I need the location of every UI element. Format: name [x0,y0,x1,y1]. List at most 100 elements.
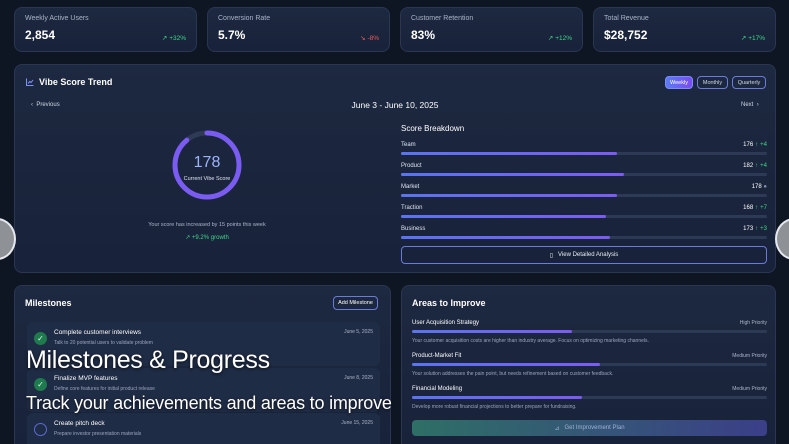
stat-delta: ↗ +12% [547,35,572,42]
improvement-fill [412,363,601,366]
vibe-score-gauge [172,130,242,200]
breakdown-fill [401,215,606,218]
stat-card-weekly-active-users: Weekly Active Users 2,854 ↗ +32% [14,7,197,52]
score-breakdown-title: Score Breakdown [401,124,465,133]
priority-badge: Medium Priority [732,386,767,392]
areas-title: Areas to Improve [412,298,486,308]
improvement-fill [412,330,572,333]
stat-value: 2,854 [25,28,56,42]
milestones-title: Milestones [25,298,72,308]
pending-circle-icon [34,423,47,436]
improvement-title: Product-Market Fit [412,353,462,359]
breakdown-name: Traction [401,205,423,211]
trend-up-icon: ↗ [547,35,554,42]
milestones-panel: Milestones Add Milestone ✓ Complete cust… [14,285,391,444]
document-icon: ▯ [549,252,554,259]
improvement-title: Financial Modeling [412,386,463,392]
breakdown-score: 168 ↑ +7 [743,205,767,211]
milestone-desc: Prepare investor presentation materials [54,431,142,437]
breakdown-name: Product [401,163,422,169]
next-button[interactable]: Next › [741,102,759,108]
breakdown-track [401,215,767,218]
stat-value: $28,752 [604,28,648,42]
improvement-track [412,363,767,366]
breakdown-score: 176 ↑ +4 [743,142,767,148]
improvement-desc: Develop more robust financial projection… [412,404,577,410]
check-icon: ✓ [34,378,47,391]
chart-icon: ⊿ [554,425,560,432]
tab-weekly[interactable]: Weekly [665,76,693,89]
stat-label: Customer Retention [411,15,474,22]
improvement-desc: Your solution addresses the pain point, … [412,371,614,377]
stat-value: 83% [411,28,436,42]
breakdown-score: 178 ● [751,184,767,190]
tab-quarterly[interactable]: Quarterly [732,76,766,89]
increase-note: Your score has increased by 15 points th… [148,222,266,228]
milestone-date: June 8, 2025 [344,375,373,381]
trend-up-icon: ↑ [755,163,759,169]
gauge-progress-arc [172,130,242,200]
improvement-desc: Your customer acquisition costs are high… [412,338,649,344]
stat-delta: ↘ -8% [360,35,379,42]
trend-up-icon: ↑ [755,205,759,211]
overlay-subtitle: Track your achievements and areas to imp… [26,393,392,413]
breakdown-track [401,173,767,176]
tab-monthly[interactable]: Monthly [697,76,728,89]
improvement-track [412,396,767,399]
improvement-title: User Acquisition Strategy [412,320,480,326]
breakdown-fill [401,173,625,176]
milestone-date: June 5, 2025 [344,329,373,335]
get-improvement-plan-button[interactable]: ⊿ Get Improvement Plan [412,420,767,436]
trend-up-icon: ↗ [185,235,191,241]
stat-label: Weekly Active Users [25,15,89,22]
milestone-item[interactable]: ✓ Finalize MVP features Define core feat… [27,368,380,412]
breakdown-fill [401,152,617,155]
stat-card-customer-retention: Customer Retention 83% ↗ +12% [400,7,583,52]
growth-indicator: ↗ +9.2% growth [185,235,229,241]
priority-badge: High Priority [739,320,767,326]
date-range: June 3 - June 10, 2025 [351,100,439,110]
check-icon: ✓ [34,332,47,345]
trend-up-icon: ↑ [755,142,759,148]
priority-badge: Medium Priority [732,353,767,359]
breakdown-fill [401,236,610,239]
milestone-date: June 15, 2025 [341,420,373,426]
vibe-score-trend-panel: Vibe Score Trend Weekly Monthly Quarterl… [14,64,776,273]
neutral-dot-icon: ● [763,184,767,190]
stat-label: Conversion Rate [218,15,271,22]
stat-delta: ↗ +32% [161,35,186,42]
improvement-track [412,330,767,333]
breakdown-score: 182 ↑ +4 [743,163,767,169]
breakdown-score: 173 ↑ +3 [743,226,767,232]
breakdown-track [401,152,767,155]
improvement-fill [412,396,583,399]
milestone-item[interactable]: ✓ Complete customer interviews Talk to 2… [27,322,380,366]
carousel-next-handle[interactable] [775,218,789,260]
breakdown-name: Business [401,226,426,232]
areas-to-improve-panel: Areas to Improve User Acquisition Strate… [401,285,776,444]
trend-up-icon: ↑ [755,226,759,232]
previous-button[interactable]: ‹ Previous [31,102,60,108]
stat-label: Total Revenue [604,15,649,22]
trend-up-icon: ↗ [161,35,168,42]
chevron-left-icon: ‹ [31,102,33,108]
milestone-desc: Define core features for initial product… [54,386,155,392]
chart-icon [26,78,34,86]
view-detailed-analysis-button[interactable]: ▯ View Detailed Analysis [401,246,767,264]
stat-delta: ↗ +17% [740,35,765,42]
milestone-item[interactable]: Create pitch deck Prepare investor prese… [27,413,380,444]
breakdown-track [401,194,767,197]
add-milestone-button[interactable]: Add Milestone [333,296,378,310]
overlay-title: Milestones & Progress [26,346,270,374]
trend-up-icon: ↗ [740,35,747,42]
breakdown-fill [401,194,617,197]
stat-card-conversion-rate: Conversion Rate 5.7% ↘ -8% [207,7,390,52]
stat-card-total-revenue: Total Revenue $28,752 ↗ +17% [593,7,776,52]
breakdown-name: Team [401,142,416,148]
breakdown-track [401,236,767,239]
milestone-title: Complete customer interviews [54,329,142,336]
panel-title: Vibe Score Trend [39,77,113,87]
trend-down-icon: ↘ [360,35,366,42]
current-score: 178 [193,154,221,171]
breakdown-name: Market [401,184,420,190]
